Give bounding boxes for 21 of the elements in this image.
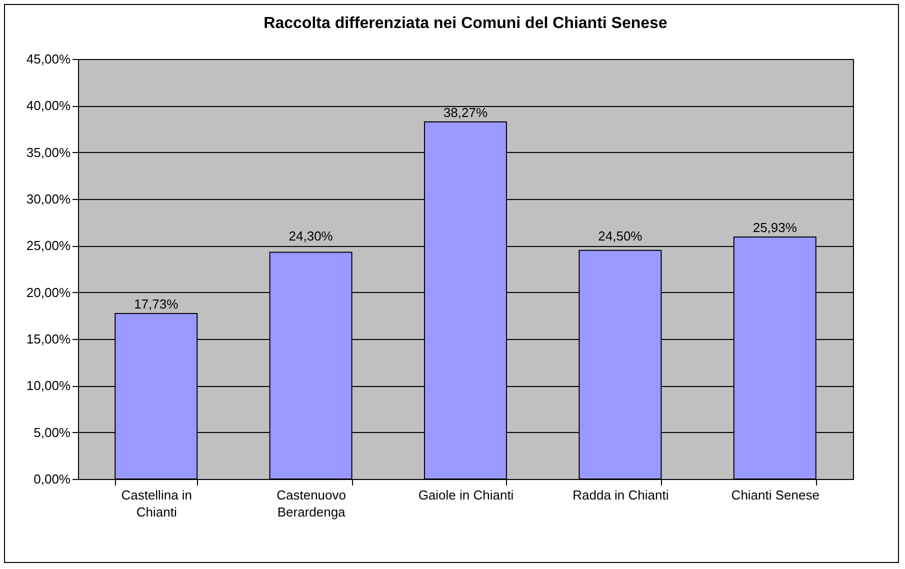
data-label: 38,27% xyxy=(443,104,488,120)
chart-title: Raccolta differenziata nei Comuni del Chianti Senese xyxy=(264,15,668,32)
y-tick-label: 25,00% xyxy=(26,238,71,254)
data-label: 25,93% xyxy=(752,220,798,235)
x-tick-label: Chianti Senese xyxy=(731,488,820,502)
y-tick-label: 5,00% xyxy=(34,424,71,440)
y-tick-label: 10,00% xyxy=(26,378,71,394)
x-tick-label: Castenuovo Berardenga xyxy=(276,488,346,520)
y-tick-label: 15,00% xyxy=(26,332,71,346)
y-tick-label: 40,00% xyxy=(26,98,71,114)
y-tick-label: 0,00% xyxy=(34,472,71,486)
data-label: 24,50% xyxy=(598,228,643,244)
y-tick-label: 45,00% xyxy=(26,52,71,66)
data-label: 17,73% xyxy=(134,296,179,312)
y-tick-label: 30,00% xyxy=(26,192,71,206)
y-tick-label: 35,00% xyxy=(26,144,71,160)
x-tick-label: Gaiole in Chianti xyxy=(418,488,514,502)
x-tick-label: Castellina in Chianti xyxy=(121,488,192,520)
data-label: 24,30% xyxy=(288,228,334,244)
y-tick-label: 20,00% xyxy=(26,284,71,300)
x-tick-label: Radda in Chianti xyxy=(572,488,669,502)
